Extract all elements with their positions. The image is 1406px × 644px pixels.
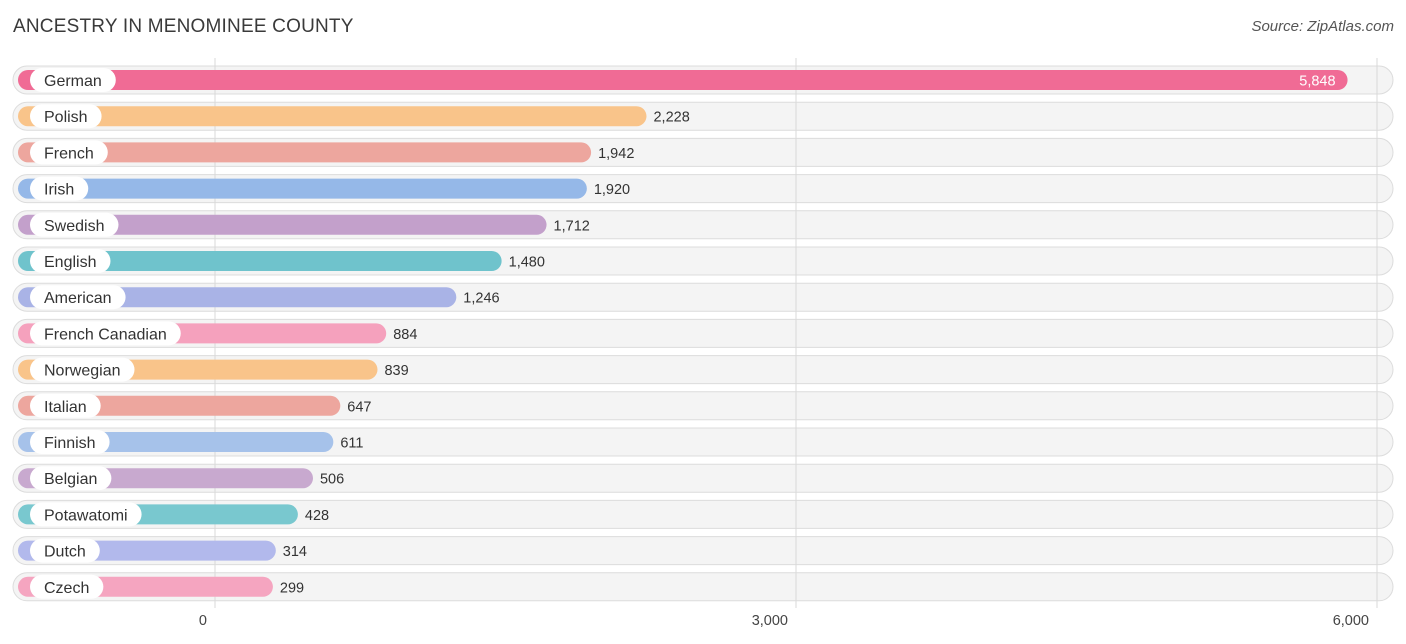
row-track bbox=[12, 536, 1394, 566]
category-pill bbox=[30, 68, 116, 92]
bar bbox=[18, 287, 457, 308]
value-label: 884 bbox=[393, 327, 417, 343]
category-pill bbox=[30, 321, 181, 346]
bar bbox=[18, 70, 1348, 90]
value-label: 647 bbox=[347, 399, 371, 415]
category-label: English bbox=[44, 254, 96, 271]
bar bbox=[18, 142, 592, 163]
category-label: French Canadian bbox=[44, 326, 167, 343]
category-pill bbox=[30, 430, 110, 454]
value-label: 5,848 bbox=[1299, 74, 1335, 90]
category-pill bbox=[30, 538, 100, 563]
bar bbox=[18, 178, 587, 199]
category-label: Italian bbox=[44, 399, 87, 416]
category-label: Irish bbox=[44, 182, 74, 199]
value-label: 1,920 bbox=[594, 182, 630, 198]
category-pill bbox=[30, 285, 126, 310]
category-pill bbox=[30, 176, 89, 201]
bar bbox=[18, 251, 502, 271]
x-tick-label: 0 bbox=[199, 613, 207, 629]
category-label: Czech bbox=[44, 580, 89, 597]
category-label: Belgian bbox=[44, 471, 97, 488]
category-label: American bbox=[44, 290, 112, 307]
category-label: Swedish bbox=[44, 218, 104, 235]
category-pill bbox=[30, 357, 135, 382]
x-tick-label: 3,000 bbox=[752, 613, 788, 629]
value-label: 299 bbox=[280, 580, 304, 596]
category-pill bbox=[30, 502, 142, 527]
value-label: 428 bbox=[305, 508, 329, 524]
value-label: 314 bbox=[283, 544, 307, 560]
category-label: Finnish bbox=[44, 435, 96, 452]
value-label: 611 bbox=[340, 436, 363, 452]
value-label: 1,712 bbox=[554, 218, 590, 234]
source-note: Source: ZipAtlas.com bbox=[1251, 18, 1394, 35]
value-label: 1,942 bbox=[598, 146, 634, 162]
bar bbox=[18, 106, 647, 127]
category-pill bbox=[30, 104, 102, 129]
category-pill bbox=[30, 466, 112, 491]
category-label: Polish bbox=[44, 109, 88, 126]
chart-title: ANCESTRY IN MENOMINEE COUNTY bbox=[13, 16, 354, 37]
row-track bbox=[12, 427, 1394, 457]
category-label: French bbox=[44, 145, 94, 162]
category-pill bbox=[30, 140, 108, 165]
value-label: 506 bbox=[320, 472, 344, 488]
value-label: 1,480 bbox=[509, 255, 545, 271]
category-pill bbox=[30, 393, 101, 418]
bar bbox=[18, 214, 547, 235]
category-label: German bbox=[44, 73, 102, 90]
category-label: Potawatomi bbox=[44, 507, 128, 524]
category-label: Norwegian bbox=[44, 363, 120, 380]
value-label: 2,228 bbox=[653, 110, 689, 126]
value-label: 1,246 bbox=[463, 291, 499, 307]
category-pill bbox=[30, 249, 111, 273]
category-label: Dutch bbox=[44, 544, 86, 561]
row-track bbox=[12, 499, 1394, 529]
value-label: 839 bbox=[384, 363, 408, 379]
row-track bbox=[12, 463, 1394, 493]
category-pill bbox=[30, 574, 104, 599]
category-pill bbox=[30, 212, 119, 237]
row-track bbox=[12, 572, 1394, 602]
x-tick-label: 6,000 bbox=[1333, 613, 1369, 629]
row-track bbox=[12, 391, 1394, 421]
